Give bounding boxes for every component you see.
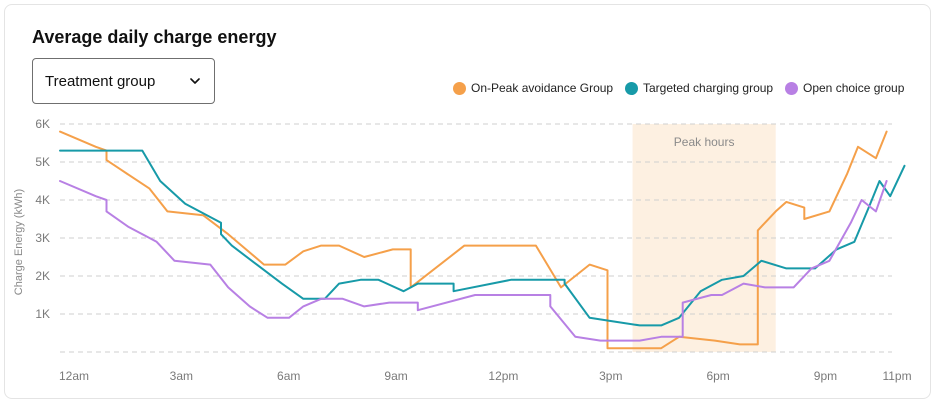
y-tick-label: 6K — [35, 117, 50, 131]
legend-label-on-peak: On-Peak avoidance Group — [471, 81, 614, 95]
x-tick-label: 11pm — [882, 369, 911, 383]
series-open-choice — [59, 180, 888, 342]
series-line — [59, 180, 888, 342]
x-tick-label: 12pm — [488, 369, 518, 383]
x-tick-label: 3am — [170, 369, 193, 383]
series-line — [59, 130, 888, 350]
y-tick-label: 2K — [35, 269, 50, 283]
chart-title: Average daily charge energy — [32, 27, 277, 47]
y-tick-label: 5K — [35, 155, 50, 169]
series-line — [59, 149, 906, 327]
chevron-down-icon — [190, 78, 200, 84]
treatment-group-dropdown[interactable]: Treatment group — [32, 58, 215, 104]
x-tick-label: 9am — [384, 369, 407, 383]
y-tick-label: 3K — [35, 231, 50, 245]
x-tick-label: 12am — [59, 369, 89, 383]
dropdown-label: Treatment group — [45, 73, 156, 90]
legend-label-targeted: Targeted charging group — [643, 81, 774, 95]
legend-targeted[interactable]: Targeted charging group — [625, 81, 773, 95]
legend-dot-targeted — [625, 81, 638, 95]
legend-dot-on-peak — [453, 81, 466, 95]
y-tick-label: 4K — [35, 193, 50, 207]
x-tick-label: 6pm — [706, 369, 729, 383]
x-tick-label: 6am — [277, 369, 300, 383]
peak-hours-label: Peak hours — [674, 135, 735, 149]
legend-open-choice[interactable]: Open choice group — [785, 81, 904, 95]
legend-dot-open-choice — [785, 81, 798, 95]
x-tick-label: 9pm — [814, 369, 837, 383]
x-tick-label: 3pm — [599, 369, 622, 383]
legend-on-peak[interactable]: On-Peak avoidance Group — [453, 81, 613, 95]
y-tick-label: 1K — [35, 307, 50, 321]
legend-label-open-choice: Open choice group — [803, 81, 905, 95]
y-axis-label: Charge Energy (kWh) — [13, 189, 25, 295]
